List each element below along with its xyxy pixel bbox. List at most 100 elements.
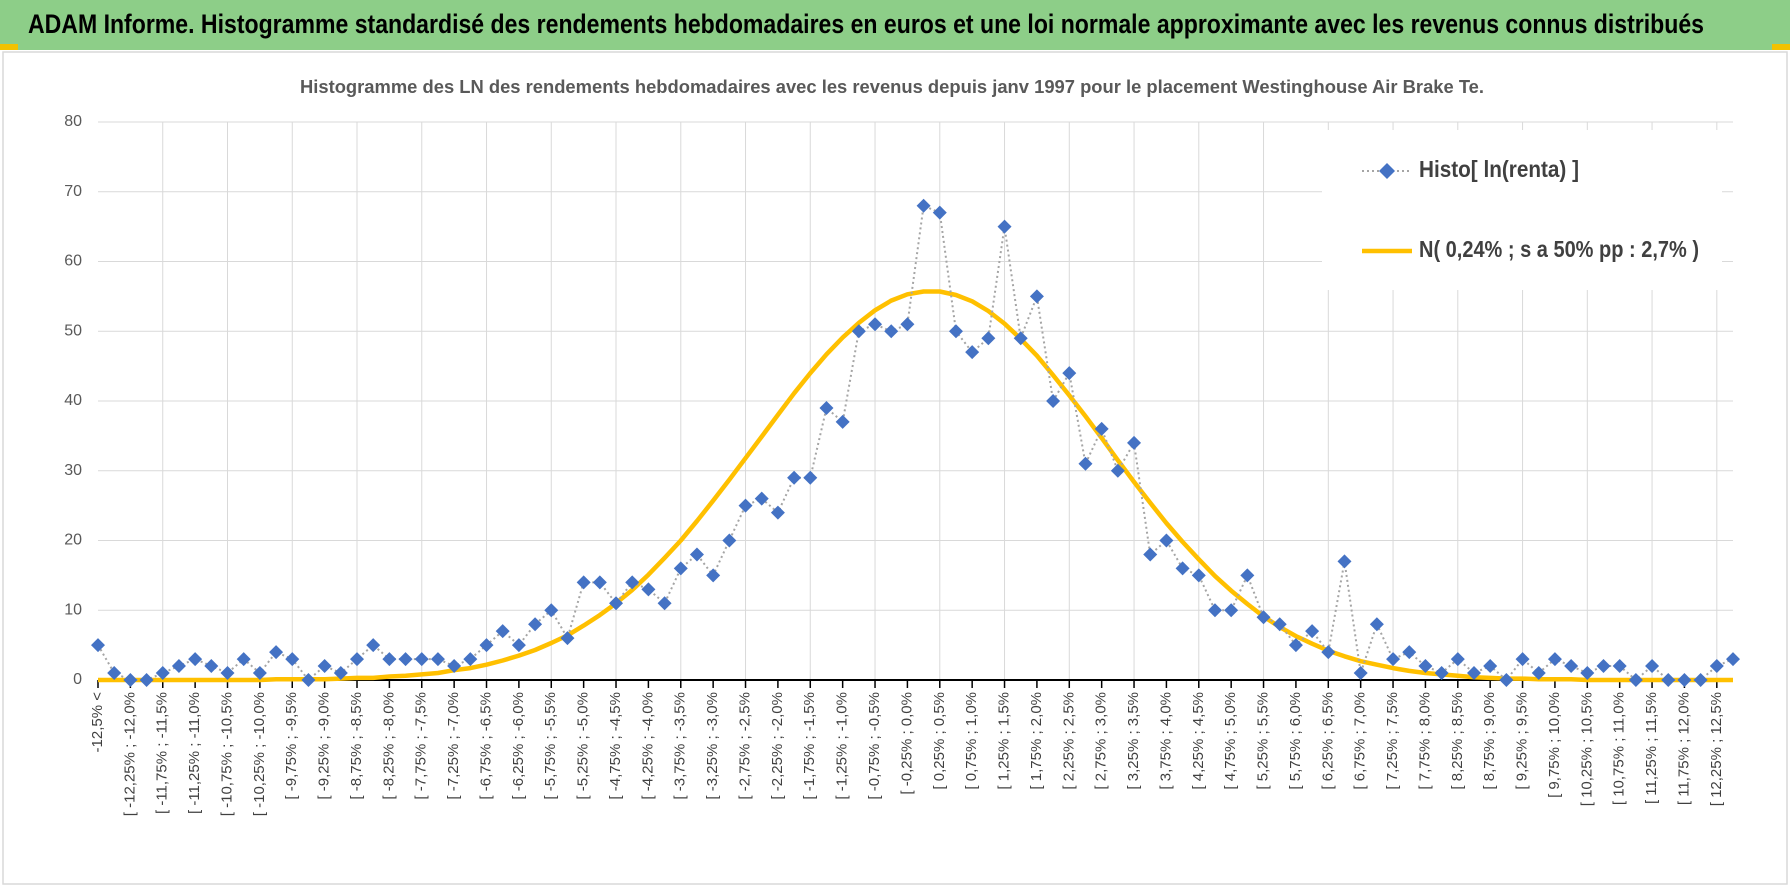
point xyxy=(107,666,122,681)
point xyxy=(835,414,850,429)
x-tick-label: [ 7,75% ; 8,0% xyxy=(1416,692,1433,790)
x-tick-label: [ 0,25% ; 0,5% xyxy=(931,692,948,790)
x-tick-label: [ 7,25% ; 7,5% xyxy=(1384,692,1401,790)
point xyxy=(981,331,996,346)
point xyxy=(997,219,1012,234)
point xyxy=(722,533,737,548)
point xyxy=(1515,652,1530,667)
point xyxy=(171,659,186,674)
point xyxy=(1207,603,1222,618)
y-tick-label: 70 xyxy=(64,183,82,200)
x-tick-label: [ -6,75% ; -6,5% xyxy=(477,692,494,800)
point xyxy=(1499,673,1514,687)
x-tick-label: [ 5,25% ; 5,5% xyxy=(1255,692,1272,790)
point xyxy=(91,638,105,653)
point xyxy=(1288,638,1303,653)
y-tick-label: 20 xyxy=(64,532,82,549)
point xyxy=(155,666,170,681)
point xyxy=(560,631,575,646)
point xyxy=(382,652,397,667)
point xyxy=(333,666,348,681)
point xyxy=(366,638,381,653)
point xyxy=(1143,547,1158,562)
point xyxy=(350,652,365,667)
x-tick-label: [ -3,75% ; -3,5% xyxy=(672,692,689,800)
point xyxy=(414,652,429,667)
y-tick-label: 0 xyxy=(73,671,82,688)
point xyxy=(1305,624,1320,639)
x-tick-label: [ 10,25% ; 10,5% xyxy=(1578,692,1595,806)
x-tick-label: [ 8,75% ; 9,0% xyxy=(1481,692,1498,790)
chart-frame xyxy=(2,51,1788,885)
point xyxy=(1661,673,1676,687)
x-tick-label: [ -4,25% ; -4,0% xyxy=(639,692,656,800)
point xyxy=(592,575,607,590)
point xyxy=(1580,666,1595,681)
x-tick-label: [ 3,75% ; 4,0% xyxy=(1157,692,1174,790)
point xyxy=(1596,659,1611,674)
point xyxy=(430,652,445,667)
legend-marker xyxy=(1379,163,1395,179)
point xyxy=(204,659,219,674)
point xyxy=(1418,659,1433,674)
x-tick-label: [ -1,75% ; -1,5% xyxy=(801,692,818,800)
x-tick-label: [ -10,25% ; -10,0% xyxy=(251,692,268,816)
point xyxy=(544,603,559,618)
x-tick-label: [ -7,75% ; -7,5% xyxy=(413,692,430,800)
point xyxy=(1466,666,1481,681)
point xyxy=(868,317,883,332)
x-tick-label: [ 10,75% ; 11,0% xyxy=(1611,692,1628,805)
point xyxy=(1709,659,1724,674)
point xyxy=(1531,666,1546,681)
point xyxy=(1337,554,1352,569)
x-tick-label: [ 8,25% ; 8,5% xyxy=(1449,692,1466,790)
x-tick-label: -12,5% < xyxy=(89,692,106,753)
point xyxy=(220,666,235,681)
point xyxy=(965,345,980,360)
x-tick-label: [ 9,75% ; 10,0% xyxy=(1546,692,1563,798)
point xyxy=(576,575,591,590)
point xyxy=(1386,652,1401,667)
point xyxy=(1693,673,1708,687)
point xyxy=(511,638,526,653)
x-tick-label: [ -11,25% ; -11,0% xyxy=(186,692,203,814)
point xyxy=(479,638,494,653)
x-tick-label: [ 4,75% ; 5,0% xyxy=(1222,692,1239,790)
corner-right xyxy=(1772,44,1790,50)
y-tick-label: 10 xyxy=(64,601,82,618)
y-tick-label: 60 xyxy=(64,253,82,270)
point xyxy=(1062,366,1077,381)
point xyxy=(1612,659,1627,674)
x-tick-label: [ -9,25% ; -9,0% xyxy=(316,692,333,800)
legend-box xyxy=(1322,130,1722,290)
x-tick-label: [ -10,75% ; -10,5% xyxy=(218,692,235,816)
point xyxy=(657,596,672,611)
x-tick-label: [ -0,75% ; -0,5% xyxy=(866,692,883,800)
point xyxy=(609,596,624,611)
series-line xyxy=(98,289,1733,683)
point xyxy=(1450,652,1465,667)
x-tick-label: [ 5,75% ; 6,0% xyxy=(1287,692,1304,790)
x-tick-label: [ -8,75% ; -8,5% xyxy=(348,692,365,800)
point xyxy=(1094,421,1109,436)
x-tick-label: [ 11,75% ; 12,0% xyxy=(1675,692,1692,805)
point xyxy=(1434,666,1449,681)
point xyxy=(1159,533,1174,548)
x-tick-label: [ -0,25% ; 0,0% xyxy=(898,692,915,795)
point xyxy=(1046,394,1061,408)
point xyxy=(851,324,866,339)
point xyxy=(463,652,478,667)
x-tick-label: [ 2,75% ; 3,0% xyxy=(1093,692,1110,790)
x-tick-label: [ -2,75% ; -2,5% xyxy=(736,692,753,800)
point xyxy=(139,673,154,687)
point xyxy=(738,498,753,513)
point xyxy=(948,324,963,339)
x-tick-label: [ 12,25% ; 12,5% xyxy=(1708,692,1725,806)
point xyxy=(1224,603,1239,618)
point xyxy=(1564,659,1579,674)
point xyxy=(1547,652,1562,667)
point xyxy=(1628,673,1643,687)
point xyxy=(1191,568,1206,583)
